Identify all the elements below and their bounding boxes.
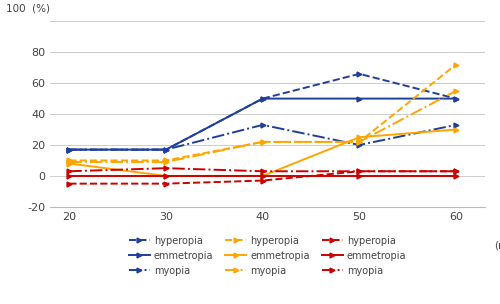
Text: 100  (%): 100 (%) (6, 4, 51, 14)
Text: (m/s): (m/s) (494, 240, 500, 250)
Legend: hyperopia, emmetropia, myopia, hyperopia, emmetropia, myopia, hyperopia, emmetro: hyperopia, emmetropia, myopia, hyperopia… (125, 232, 410, 279)
